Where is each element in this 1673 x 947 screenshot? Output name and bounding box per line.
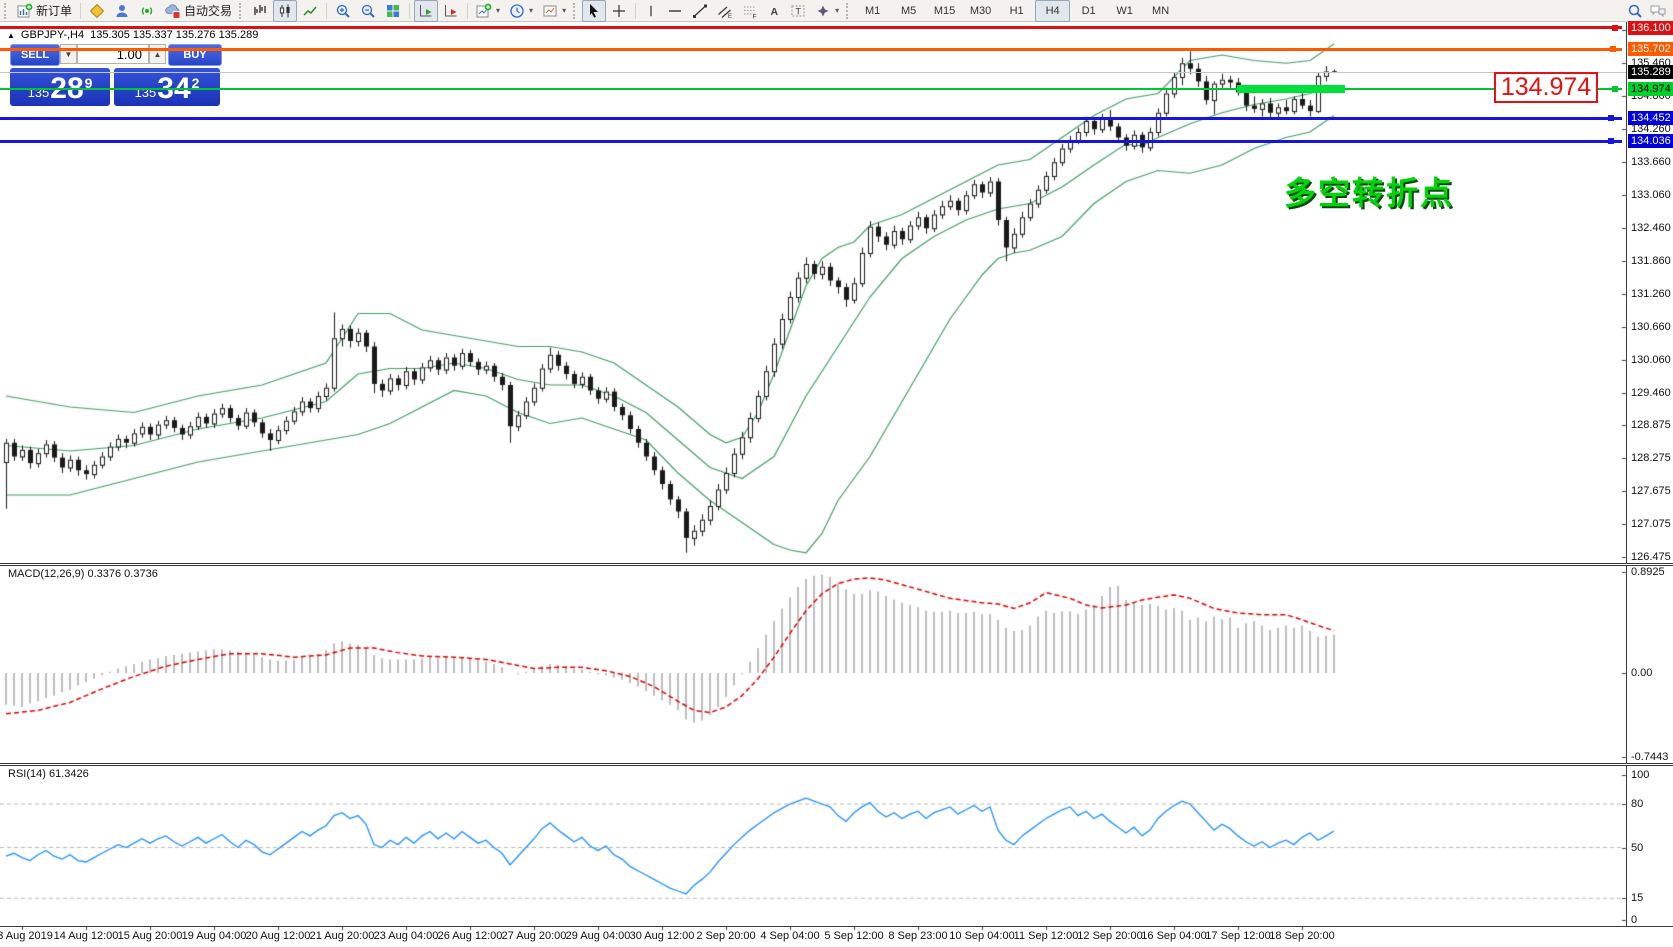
buy-price-prefix: 135	[134, 85, 157, 100]
oneclick-collapse-icon[interactable]: ▲	[7, 30, 15, 40]
time-axis-label: 10 Sep 04:00	[949, 930, 1015, 942]
sell-price-sup: 9	[84, 75, 93, 91]
hline-136.100[interactable]	[0, 26, 1622, 29]
rsi-tick-label: 80	[1631, 798, 1644, 810]
price-label-134.974: 134.974	[1628, 82, 1673, 97]
price-tick-label: 130.060	[1631, 353, 1671, 366]
price-tick-label: 133.660	[1631, 155, 1671, 168]
price-annotation-box[interactable]: 134.974	[1494, 72, 1598, 103]
hline-handle[interactable]	[1612, 24, 1618, 31]
rsi-tick-label: 0	[1631, 914, 1638, 926]
time-axis-label: 12 Sep 20:00	[1077, 930, 1143, 942]
price-label-134.036: 134.036	[1628, 134, 1673, 149]
hline-134.452[interactable]	[0, 116, 1622, 120]
price-tick-label: 127.075	[1631, 517, 1671, 530]
time-axis-line	[0, 926, 1673, 927]
rsi-label: RSI(14) 61.3426	[8, 768, 89, 780]
rsi-tick-label: 50	[1631, 841, 1644, 854]
macd-tick-label: -0.7443	[1631, 751, 1669, 764]
time-axis-label: 23 Aug 04:00	[373, 930, 439, 942]
price-label-135.702: 135.702	[1628, 42, 1673, 57]
time-axis-label: 20 Aug 12:00	[245, 930, 311, 942]
price-tick-label: 131.260	[1631, 287, 1671, 300]
current-price-line	[0, 72, 1626, 73]
symbol-header: ▲ GBPJPY-,H4 135.305 135.337 135.276 135…	[7, 29, 258, 41]
time-axis-label: 16 Sep 04:00	[1141, 930, 1207, 942]
hline-handle[interactable]	[1612, 86, 1618, 93]
macd-label: MACD(12,26,9) 0.3376 0.3736	[8, 568, 158, 580]
hline-handle[interactable]	[1608, 138, 1614, 145]
price-label-136.100: 136.100	[1628, 20, 1673, 35]
time-axis-label: 15 Aug 20:00	[117, 930, 183, 942]
price-tick-label: 126.475	[1631, 550, 1671, 563]
one-click-trading-panel: SELL ▼ ▲ BUY 135 28 9 135 34 2	[8, 44, 222, 108]
thick-trend-segment[interactable]	[1237, 85, 1345, 94]
time-axis-label: 19 Aug 04:00	[181, 930, 247, 942]
time-axis-label: 30 Aug 12:00	[629, 930, 695, 942]
rsi-tick-label: 100	[1631, 769, 1650, 781]
time-axis-label: 13 Aug 2019	[0, 930, 53, 942]
price-tick-label: 128.875	[1631, 418, 1671, 431]
time-axis-label: 21 Aug 20:00	[309, 930, 375, 942]
time-axis-label: 26 Aug 12:00	[437, 930, 503, 942]
price-axis-line	[1626, 22, 1627, 926]
price-tick-label: 134.260	[1631, 122, 1671, 135]
time-axis-label: 17 Sep 12:00	[1205, 930, 1271, 942]
hline-134.036[interactable]	[0, 139, 1622, 143]
rsi-panel-separator[interactable]	[0, 763, 1673, 766]
price-tick-label: 127.675	[1631, 484, 1671, 497]
time-axis-label: 8 Sep 23:00	[888, 930, 948, 942]
current-price-label: 135.289	[1628, 65, 1673, 80]
time-axis-label: 4 Sep 04:00	[760, 930, 820, 942]
time-axis-label: 27 Aug 20:00	[501, 930, 567, 942]
time-axis-label: 11 Sep 12:00	[1013, 930, 1079, 942]
time-axis-label: 2 Sep 20:00	[696, 930, 756, 942]
hline-134.974[interactable]	[0, 88, 1622, 91]
sell-price-prefix: 135	[27, 85, 50, 100]
hline-handle[interactable]	[1610, 46, 1616, 53]
macd-tick-label: 0.8925	[1631, 565, 1665, 578]
time-axis-label: 5 Sep 12:00	[824, 930, 884, 942]
buy-price-sup: 2	[191, 75, 200, 91]
price-tick-label: 129.460	[1631, 386, 1671, 399]
time-axis-label: 29 Aug 04:00	[565, 930, 631, 942]
price-tick-label: 133.060	[1631, 188, 1671, 201]
symbol-ohlc: 135.305 135.337 135.276 135.289	[90, 29, 259, 41]
price-tick-label: 132.460	[1631, 221, 1671, 234]
symbol-title: GBPJPY-,H4	[20, 29, 85, 41]
time-axis-label: 18 Sep 20:00	[1269, 930, 1335, 942]
macd-panel-separator[interactable]	[0, 563, 1673, 566]
rsi-tick-label: 15	[1631, 892, 1644, 905]
price-tick-label: 131.860	[1631, 254, 1671, 267]
sell-price-button[interactable]: 135 28 9	[10, 68, 110, 106]
buy-price-button[interactable]: 135 34 2	[114, 68, 220, 106]
macd-tick-label: 0.00	[1631, 667, 1653, 679]
price-tick-label: 128.275	[1631, 451, 1671, 464]
price-tick-label: 130.660	[1631, 320, 1671, 333]
price-label-134.452: 134.452	[1628, 111, 1673, 126]
hline-handle[interactable]	[1608, 115, 1614, 122]
hline-135.702[interactable]	[0, 47, 1622, 51]
chinese-annotation-text[interactable]: 多空转折点	[1284, 175, 1455, 211]
time-axis-label: 14 Aug 12:00	[53, 930, 119, 942]
